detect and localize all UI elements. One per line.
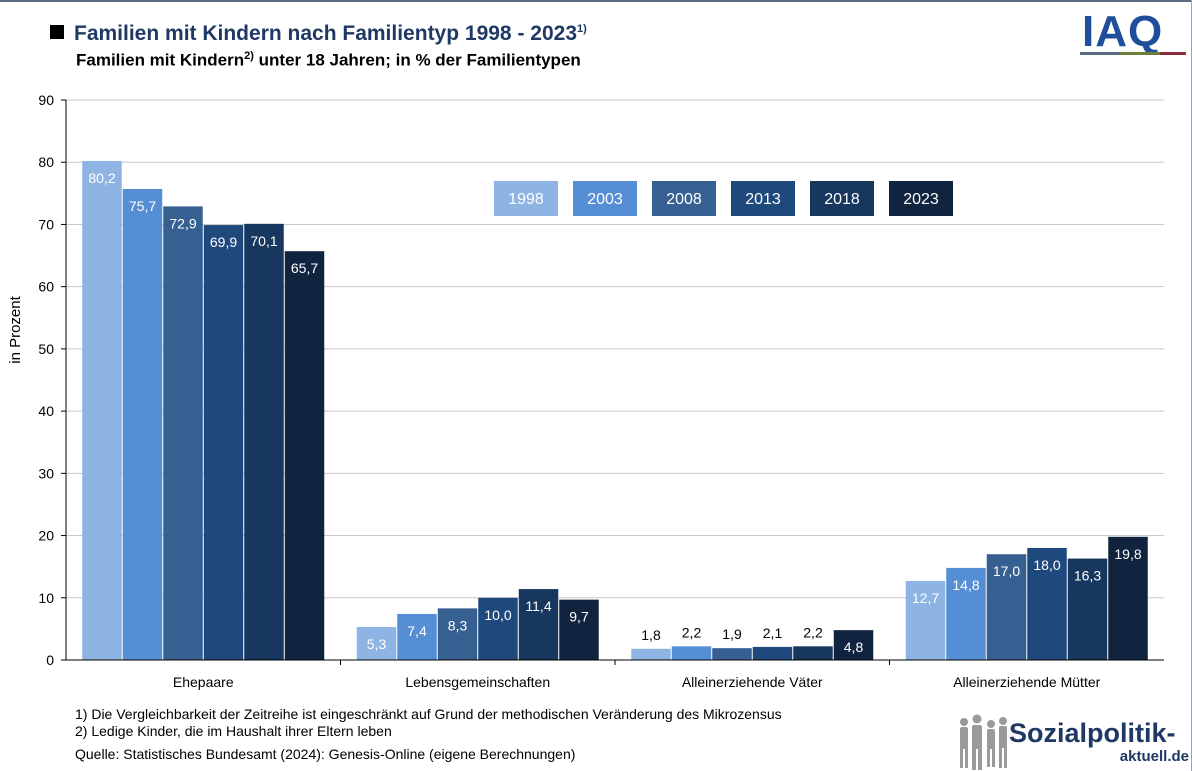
legend-swatch-2008 bbox=[652, 181, 716, 216]
data-label-2023-3: 19,8 bbox=[1114, 546, 1141, 562]
bar-2018-3 bbox=[1067, 558, 1108, 660]
bar-1998-3 bbox=[905, 580, 946, 660]
data-label-2013-2: 2,1 bbox=[763, 625, 783, 641]
legend-label-2008: 2008 bbox=[666, 191, 702, 208]
bar-2008-3 bbox=[986, 554, 1027, 660]
legend-swatch-2003 bbox=[573, 181, 637, 216]
bar-2013-2 bbox=[752, 646, 793, 660]
data-label-2018-1: 11,4 bbox=[525, 598, 551, 614]
title-text: Familien mit Kindern nach Familientyp 19… bbox=[74, 22, 577, 45]
data-label-2018-3: 16,3 bbox=[1074, 568, 1101, 584]
bar-2023-3 bbox=[1108, 536, 1148, 660]
footnote-2: 2) Ledige Kinder, die im Haushalt ihrer … bbox=[75, 723, 392, 739]
legend-swatch-1998 bbox=[494, 181, 558, 216]
subtitle-text-a: Familien mit Kindern bbox=[76, 50, 245, 70]
bar-2003-2 bbox=[671, 646, 712, 660]
y-tick-label-10: 10 bbox=[38, 590, 54, 606]
data-label-1998-1: 5,3 bbox=[367, 636, 387, 652]
source-note: Quelle: Statistisches Bundesamt (2024): … bbox=[75, 746, 576, 762]
bar-2013-0 bbox=[203, 225, 244, 661]
iaq-logo: IAQ bbox=[1080, 7, 1186, 56]
bar-2003-3 bbox=[946, 567, 986, 660]
data-label-2013-1: 10,0 bbox=[484, 607, 511, 623]
data-label-2023-1: 9,7 bbox=[569, 609, 589, 625]
bar-1998-1 bbox=[356, 627, 397, 660]
y-tick-label-0: 0 bbox=[46, 652, 54, 668]
y-tick-label-70: 70 bbox=[38, 216, 54, 232]
chart-subtitle: Familien mit Kindern2) unter 18 Jahren; … bbox=[76, 50, 581, 71]
y-tick-label-40: 40 bbox=[38, 403, 54, 419]
data-label-2013-0: 69,9 bbox=[210, 234, 237, 250]
y-tick-label-20: 20 bbox=[38, 528, 54, 544]
bar-chart: 80,2 75,7 72,9 69,9 70,1 65,7 5,3 7,4 8,3 10,0 11,… bbox=[7, 92, 1164, 690]
data-label-2008-3: 17,0 bbox=[993, 563, 1020, 579]
chart-title: Familien mit Kindern nach Familientyp 19… bbox=[50, 22, 587, 46]
bar-1998-2 bbox=[631, 648, 671, 660]
data-label-1998-0: 80,2 bbox=[88, 170, 115, 186]
data-label-2003-2: 2,2 bbox=[682, 624, 702, 640]
footnotes: 1) Die Vergleichbarkeit der Zeitreihe is… bbox=[75, 706, 782, 763]
legend-label-2018: 2018 bbox=[824, 191, 860, 208]
people-silhouette-icon bbox=[960, 714, 1007, 770]
subtitle-footnote-mark: 2) bbox=[244, 50, 254, 62]
data-label-2013-3: 18,0 bbox=[1033, 557, 1060, 573]
data-label-1998-2: 1,8 bbox=[641, 627, 661, 643]
y-tick-label-50: 50 bbox=[38, 341, 54, 357]
y-tick-label-90: 90 bbox=[38, 92, 54, 108]
bar-2023-2 bbox=[833, 630, 874, 660]
x-category-label: Lebensgemeinschaften bbox=[405, 674, 550, 690]
sozialpolitik-logo-subtext: aktuell.de bbox=[1120, 748, 1189, 765]
bar-2008-0 bbox=[163, 206, 203, 660]
y-tick-label-80: 80 bbox=[38, 154, 54, 170]
bar-2008-1 bbox=[437, 608, 478, 660]
sozialpolitik-logo: Sozialpolitik- aktuell.de bbox=[960, 714, 1189, 770]
y-axis-label: in Prozent bbox=[7, 295, 24, 363]
bar-2003-1 bbox=[397, 613, 437, 660]
bar-2013-1 bbox=[478, 597, 518, 660]
legend-swatch-2013 bbox=[731, 181, 795, 216]
data-label-1998-3: 12,7 bbox=[912, 590, 939, 606]
data-label-2023-0: 65,7 bbox=[291, 260, 318, 276]
bar-2018-1 bbox=[518, 589, 559, 660]
data-label-2003-1: 7,4 bbox=[407, 623, 427, 639]
bar-2023-0 bbox=[284, 251, 325, 660]
y-tick-label-60: 60 bbox=[38, 279, 54, 295]
iaq-logo-text: IAQ bbox=[1082, 7, 1163, 56]
top-border bbox=[0, 0, 1192, 2]
legend-swatch-2018 bbox=[810, 181, 874, 216]
data-label-2003-0: 75,7 bbox=[129, 198, 156, 214]
sozialpolitik-logo-text: Sozialpolitik- bbox=[1009, 718, 1176, 748]
legend: 1998 2003 2008 2013 2018 2023 bbox=[494, 181, 953, 216]
x-category-label: Ehepaare bbox=[173, 674, 234, 690]
data-label-2008-0: 72,9 bbox=[169, 215, 196, 231]
footnote-1: 1) Die Vergleichbarkeit der Zeitreihe is… bbox=[75, 706, 782, 722]
data-label-2018-2: 2,2 bbox=[803, 624, 823, 640]
title-footnote-mark: 1) bbox=[577, 23, 587, 35]
data-label-2008-2: 1,9 bbox=[722, 626, 742, 642]
data-label-2003-3: 14,8 bbox=[952, 577, 979, 593]
bar-2003-0 bbox=[122, 188, 163, 660]
legend-label-2003: 2003 bbox=[587, 191, 623, 208]
data-label-2023-2: 4,8 bbox=[844, 639, 864, 655]
legend-label-2013: 2013 bbox=[745, 191, 781, 208]
x-category-label: Alleinerziehende Väter bbox=[682, 674, 823, 690]
legend-swatch-2023 bbox=[889, 181, 953, 216]
title-square-icon bbox=[50, 25, 64, 39]
legend-label-1998: 1998 bbox=[508, 191, 544, 208]
legend-label-2023: 2023 bbox=[903, 191, 939, 208]
bar-2023-1 bbox=[559, 599, 599, 660]
subtitle-text-b: unter 18 Jahren; in % der Familientypen bbox=[253, 50, 581, 70]
x-category-label: Alleinerziehende Mütter bbox=[953, 674, 1100, 690]
y-tick-label-30: 30 bbox=[38, 465, 54, 481]
labels-layer: 80,2 75,7 72,9 69,9 70,1 65,7 5,3 7,4 8,3 10,0 11,… bbox=[88, 170, 1141, 655]
bars-layer bbox=[82, 160, 1148, 661]
axes-layer: 0 10 20 30 40 50 60 70 80 90 Ehepaare Lebensgemeins… bbox=[38, 92, 1164, 690]
bar-2018-2 bbox=[793, 646, 833, 660]
bar-1998-0 bbox=[82, 160, 122, 660]
bar-2013-3 bbox=[1027, 548, 1067, 660]
data-label-2018-0: 70,1 bbox=[250, 233, 277, 249]
data-label-2008-1: 8,3 bbox=[448, 617, 468, 633]
bar-2018-0 bbox=[244, 223, 284, 661]
bar-2008-2 bbox=[712, 648, 752, 660]
